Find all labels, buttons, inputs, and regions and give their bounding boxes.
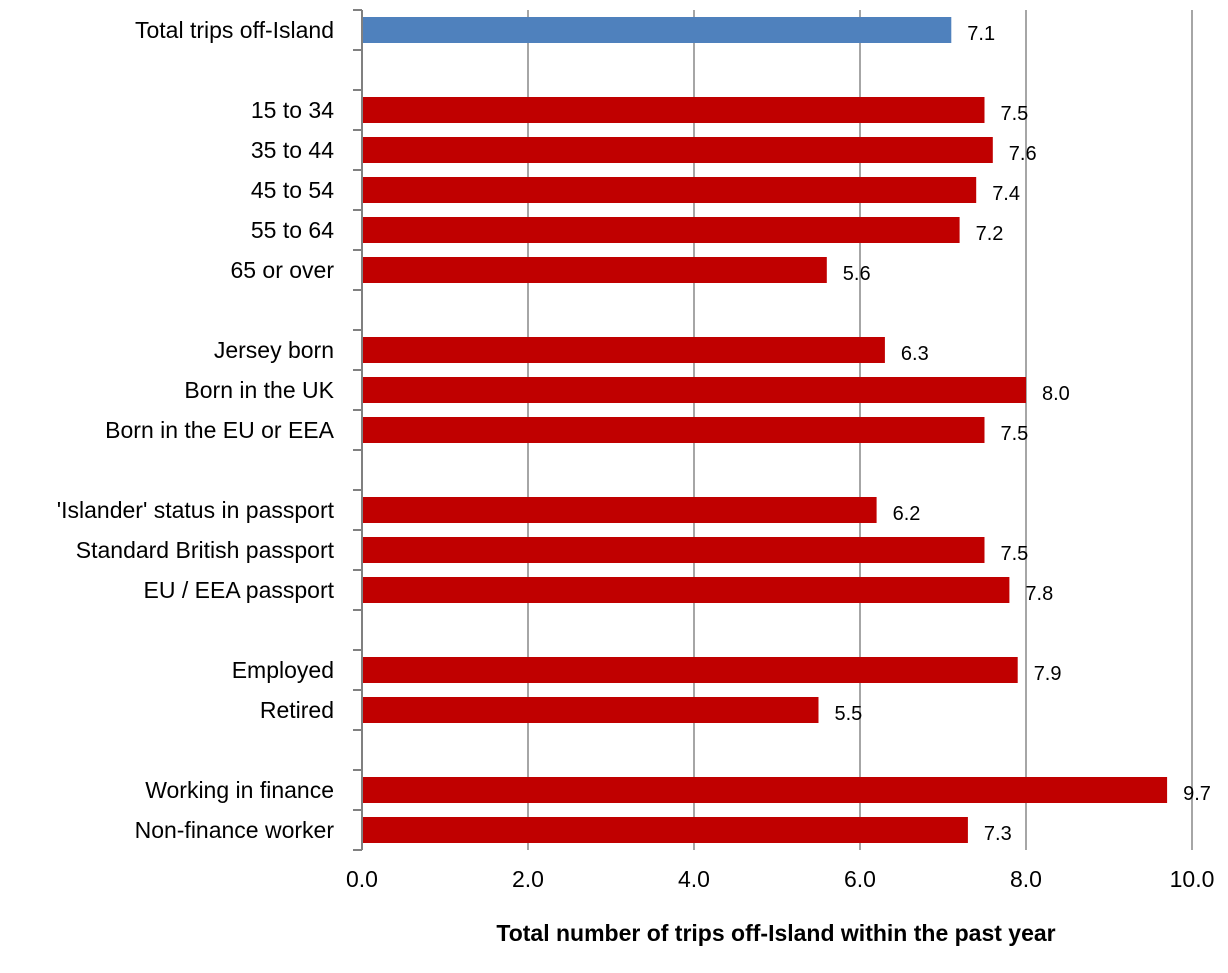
bar	[362, 177, 977, 203]
bar	[362, 137, 993, 163]
data-label: 7.5	[1001, 543, 1029, 565]
bar	[362, 377, 1026, 403]
bar	[362, 497, 877, 523]
category-label: Standard British passport	[76, 537, 335, 563]
category-label: Born in the UK	[184, 377, 334, 403]
category-label: 15 to 34	[251, 97, 334, 123]
category-label: 35 to 44	[251, 137, 334, 163]
category-label: Born in the EU or EEA	[105, 417, 334, 443]
x-tick-label: 10.0	[1170, 866, 1215, 892]
category-labels: Total trips off-Island 15 to 34 35 to 44 45…	[57, 17, 335, 843]
x-tick-label: 2.0	[512, 866, 544, 892]
bar	[362, 337, 885, 363]
x-tick-label: 6.0	[844, 866, 876, 892]
data-label: 7.3	[984, 823, 1012, 845]
data-label: 5.5	[835, 703, 863, 725]
data-label: 7.5	[1001, 103, 1029, 125]
category-label: Non-finance worker	[135, 817, 335, 843]
data-labels: 7.1 7.5 7.6 7.4 7.2 5.6 6.3 8.0 7.5 6.2 7.5 7.8 7.9 5…	[835, 23, 1211, 845]
category-label: Employed	[232, 657, 334, 683]
data-label: 5.6	[843, 263, 871, 285]
x-axis-title: Total number of trips off-Island within …	[496, 920, 1055, 946]
data-label: 7.6	[1009, 143, 1037, 165]
bar	[362, 577, 1010, 603]
category-label: 55 to 64	[251, 217, 334, 243]
bar	[362, 817, 968, 843]
data-label: 7.8	[1025, 583, 1053, 605]
bar	[362, 537, 985, 563]
category-label: Total trips off-Island	[135, 17, 334, 43]
bar	[362, 657, 1018, 683]
bar	[362, 257, 827, 283]
x-tick-label: 8.0	[1010, 866, 1042, 892]
category-label: EU / EEA passport	[144, 577, 335, 603]
data-label: 6.2	[893, 503, 921, 525]
x-tick-labels: 0.0 2.0 4.0 6.0 8.0 10.0	[346, 866, 1214, 892]
data-label: 6.3	[901, 343, 929, 365]
bar	[362, 777, 1168, 803]
x-tick-label: 0.0	[346, 866, 378, 892]
category-label: Working in finance	[145, 777, 334, 803]
x-tick-label: 4.0	[678, 866, 710, 892]
data-label: 7.2	[976, 223, 1004, 245]
category-label: 'Islander' status in passport	[57, 497, 335, 523]
data-label: 7.4	[992, 183, 1020, 205]
bar	[362, 217, 960, 243]
category-label: 65 or over	[230, 257, 334, 283]
data-label: 7.1	[967, 23, 995, 45]
bars	[362, 17, 1168, 843]
y-axis	[353, 9, 363, 851]
category-label: Retired	[260, 697, 334, 723]
bar	[362, 417, 985, 443]
data-label: 8.0	[1042, 383, 1070, 405]
data-label: 7.5	[1001, 423, 1029, 445]
bar	[362, 97, 985, 123]
category-label: 45 to 54	[251, 177, 334, 203]
category-label: Jersey born	[214, 337, 334, 363]
bar	[362, 697, 819, 723]
bar	[362, 17, 952, 43]
data-label: 7.9	[1034, 663, 1062, 685]
data-label: 9.7	[1183, 783, 1211, 805]
